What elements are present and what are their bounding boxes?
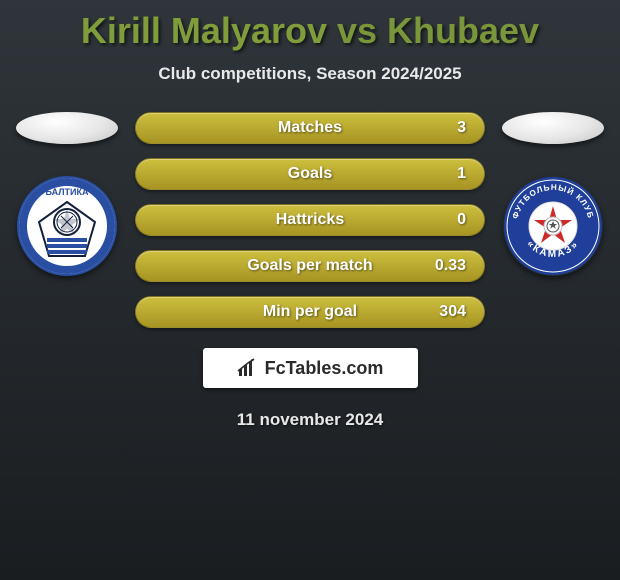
club-badge-right: ФУТБОЛЬНЫЙ КЛУБ «КАМАЗ» <box>503 176 603 276</box>
stat-label: Goals per match <box>204 257 416 275</box>
stat-row-goals-per-match: Goals per match 0.33 <box>135 250 485 282</box>
club-badge-left: БАЛТИКА <box>17 176 117 276</box>
player1-photo <box>16 112 118 144</box>
left-column: БАЛТИКА <box>7 112 127 276</box>
baltika-crest-icon: БАЛТИКА <box>17 176 117 276</box>
stat-row-goals: Goals 1 <box>135 158 485 190</box>
svg-text:БАЛТИКА: БАЛТИКА <box>45 187 89 197</box>
kamaz-crest-icon: ФУТБОЛЬНЫЙ КЛУБ «КАМАЗ» <box>503 176 603 276</box>
stats-column: Matches 3 Goals 1 Hattricks 0 Goals per … <box>135 112 485 328</box>
page-title: Kirill Malyarov vs Khubaev <box>81 10 539 52</box>
stat-label: Matches <box>204 119 416 137</box>
title-vs: vs <box>327 10 387 51</box>
brand-text: FcTables.com <box>265 358 384 379</box>
subtitle: Club competitions, Season 2024/2025 <box>158 64 461 84</box>
right-column: ФУТБОЛЬНЫЙ КЛУБ «КАМАЗ» <box>493 112 613 276</box>
date-line: 11 november 2024 <box>237 410 383 430</box>
stat-right-value: 304 <box>416 303 466 321</box>
stat-right-value: 1 <box>416 165 466 183</box>
brand-badge[interactable]: FcTables.com <box>203 348 418 388</box>
title-player2: Khubaev <box>387 10 539 51</box>
stat-right-value: 3 <box>416 119 466 137</box>
stat-right-value: 0.33 <box>416 257 466 275</box>
stat-row-min-per-goal: Min per goal 304 <box>135 296 485 328</box>
stat-label: Hattricks <box>204 211 416 229</box>
player2-photo <box>502 112 604 144</box>
title-player1: Kirill Malyarov <box>81 10 327 51</box>
stat-label: Min per goal <box>204 303 416 321</box>
stat-row-hattricks: Hattricks 0 <box>135 204 485 236</box>
stat-right-value: 0 <box>416 211 466 229</box>
stat-label: Goals <box>204 165 416 183</box>
stat-row-matches: Matches 3 <box>135 112 485 144</box>
main-row: БАЛТИКА Matches 3 Goal <box>0 112 620 328</box>
bar-chart-icon <box>237 358 259 378</box>
